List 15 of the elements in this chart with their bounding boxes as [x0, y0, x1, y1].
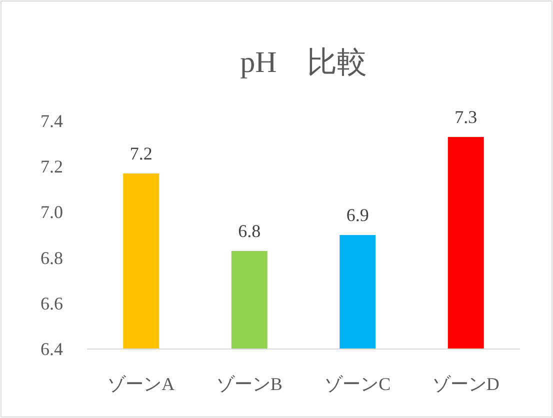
y-tick-label: 6.8: [40, 248, 63, 268]
y-tick-label: 7.2: [40, 156, 63, 177]
data-label: 6.8: [238, 220, 261, 241]
x-tick-label: ゾーンB: [216, 374, 282, 394]
y-tick-label: 6.6: [40, 293, 63, 314]
y-tick-label: 6.4: [40, 339, 63, 359]
x-tick-label: ゾーンA: [108, 374, 175, 394]
x-tick-label: ゾーンC: [324, 374, 391, 394]
data-label: 7.3: [454, 106, 478, 127]
data-label: 7.2: [130, 143, 152, 164]
data-label: 6.9: [346, 205, 369, 225]
y-tick-label: 7.4: [40, 111, 63, 131]
x-tick-label: ゾーンD: [432, 374, 500, 394]
y-tick-label: 7.0: [40, 202, 63, 222]
chart-title: pH 比較: [240, 46, 367, 79]
